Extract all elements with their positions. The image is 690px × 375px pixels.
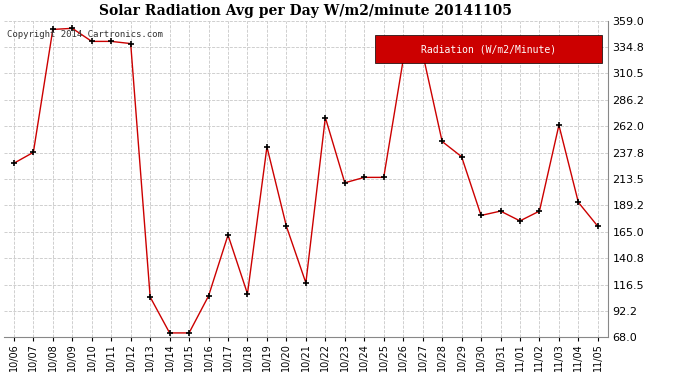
Text: Radiation (W/m2/Minute): Radiation (W/m2/Minute) [421,44,556,54]
Text: Copyright 2014 Cartronics.com: Copyright 2014 Cartronics.com [7,30,163,39]
Title: Solar Radiation Avg per Day W/m2/minute 20141105: Solar Radiation Avg per Day W/m2/minute … [99,4,512,18]
FancyBboxPatch shape [375,35,602,63]
